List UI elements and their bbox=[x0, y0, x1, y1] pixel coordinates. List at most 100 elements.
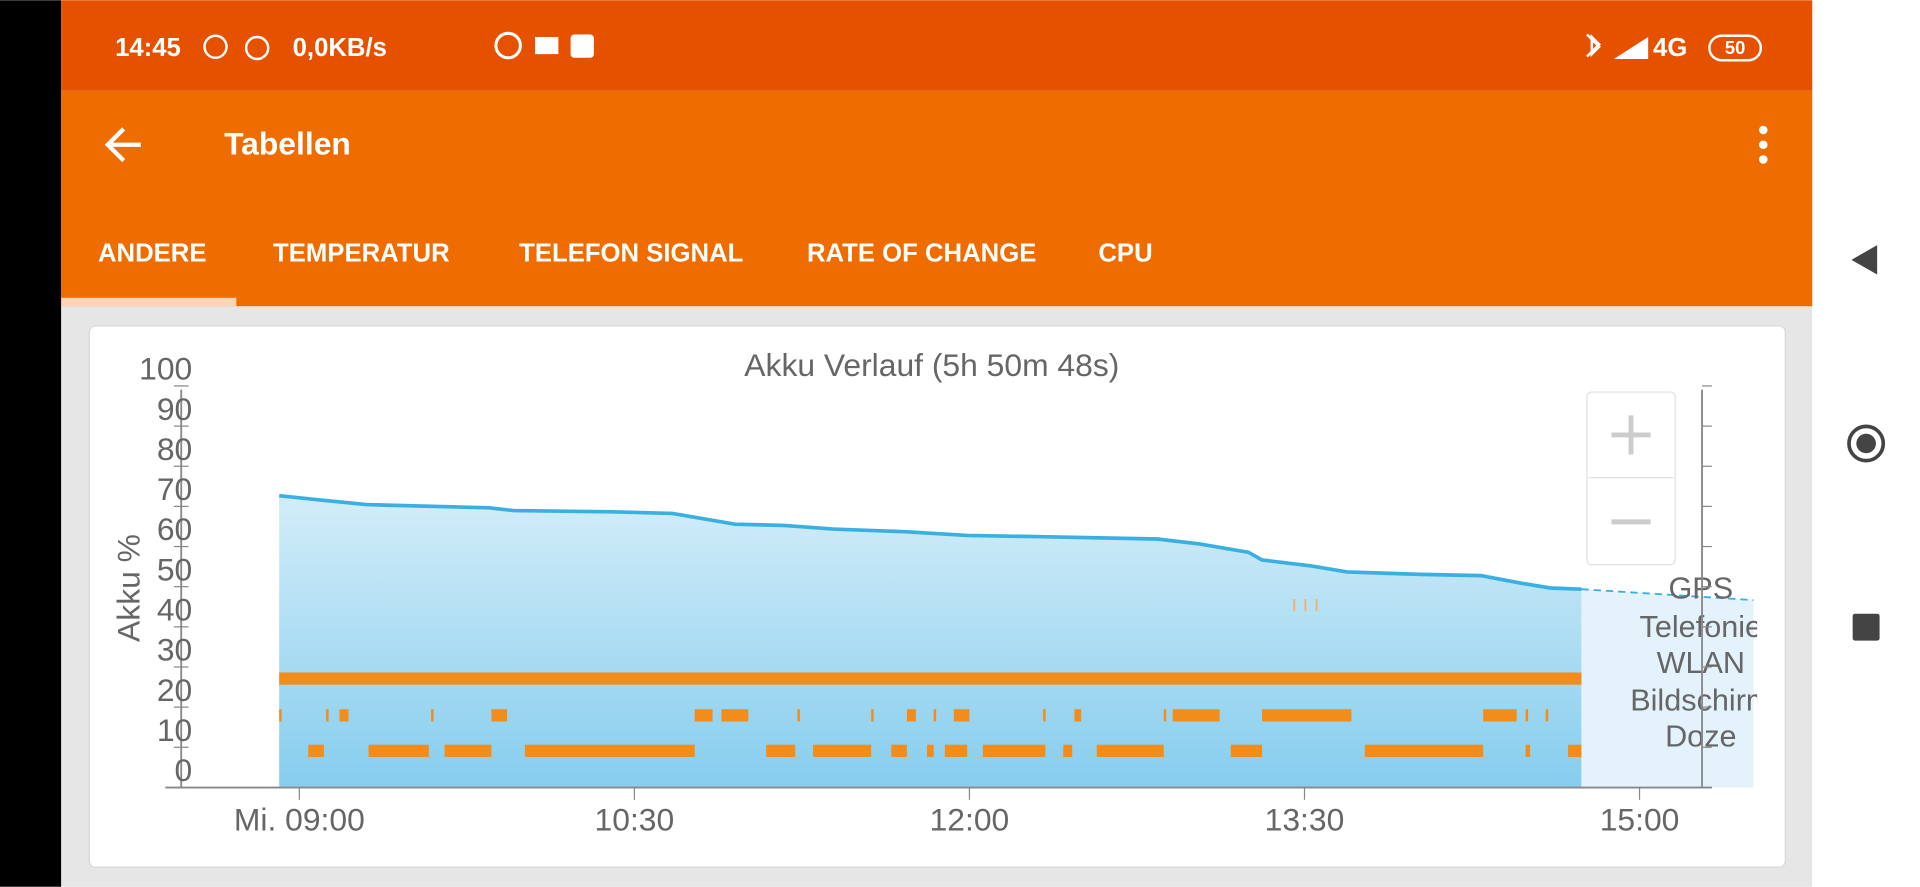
area-fill bbox=[1581, 589, 1754, 788]
track-label: Bildschirm bbox=[1630, 684, 1771, 718]
track-segment bbox=[953, 709, 970, 722]
track-segment bbox=[308, 744, 324, 757]
track-segment bbox=[1293, 599, 1296, 612]
track-label: WLAN bbox=[1657, 646, 1745, 680]
nav-back[interactable] bbox=[1851, 245, 1878, 275]
x-tick-label: 10:30 bbox=[595, 801, 675, 837]
track-segment bbox=[1230, 744, 1263, 757]
icon-mute bbox=[203, 34, 228, 60]
track-segment bbox=[279, 709, 282, 722]
icon-signal bbox=[1613, 36, 1649, 60]
track-segment bbox=[1483, 709, 1517, 722]
y-tick-label: 80 bbox=[157, 431, 192, 467]
x-tick-label: 15:00 bbox=[1600, 801, 1680, 837]
track-segment bbox=[1525, 709, 1529, 722]
track-segment bbox=[766, 744, 796, 757]
nav-recent[interactable] bbox=[1852, 613, 1880, 641]
track-segment bbox=[871, 709, 874, 722]
track-label: Telefonie bbox=[1640, 610, 1763, 644]
track-segment bbox=[1364, 744, 1484, 757]
y-axis-label: Akku % bbox=[110, 534, 146, 642]
nav-home-dot bbox=[1856, 433, 1876, 454]
y-tick-label: 10 bbox=[157, 712, 192, 748]
track-segment bbox=[1043, 709, 1046, 722]
y-tick-label: 40 bbox=[157, 592, 192, 628]
icon-whatsapp bbox=[494, 31, 522, 60]
track-label: Doze bbox=[1665, 720, 1736, 754]
track-segment bbox=[431, 709, 434, 722]
y-tick-label: 70 bbox=[157, 471, 192, 507]
track-segment bbox=[906, 709, 916, 722]
y-tick-label: 0 bbox=[175, 752, 193, 788]
track-segment bbox=[1163, 709, 1167, 722]
status-speed: 0,0KB/s bbox=[293, 34, 387, 62]
track-segment bbox=[926, 744, 934, 757]
tab[interactable]: TEMPERATUR bbox=[273, 240, 450, 268]
track-segment bbox=[797, 709, 800, 722]
icon-mail bbox=[535, 36, 559, 55]
tab-indicator bbox=[61, 297, 237, 307]
track-segment bbox=[1262, 709, 1352, 722]
app-bar bbox=[61, 90, 1813, 307]
nav-home[interactable] bbox=[1847, 424, 1886, 463]
zoom-in[interactable] bbox=[1611, 415, 1651, 455]
track-segment bbox=[368, 744, 429, 757]
track-segment bbox=[326, 709, 329, 722]
toolbar-title: Tabellen bbox=[224, 125, 351, 161]
tab[interactable]: CPU bbox=[1098, 240, 1152, 268]
projection-line bbox=[1581, 588, 1754, 602]
track-label: GPS bbox=[1668, 572, 1733, 606]
track-segment bbox=[694, 709, 713, 722]
tab[interactable]: ANDERE bbox=[98, 240, 207, 268]
y-tick-label: 50 bbox=[157, 551, 192, 587]
battery-frame bbox=[1708, 34, 1763, 62]
track-segment bbox=[1525, 744, 1531, 757]
track-segment bbox=[1063, 744, 1073, 757]
track-segment bbox=[721, 709, 749, 722]
icon-alarm bbox=[244, 35, 270, 61]
y-tick-label: 20 bbox=[157, 672, 192, 708]
track-segment bbox=[1074, 709, 1082, 722]
zoom-control bbox=[1586, 391, 1676, 566]
x-tick-label: 12:00 bbox=[930, 801, 1010, 837]
status-bar bbox=[61, 0, 1813, 91]
track-segment bbox=[491, 709, 508, 722]
track-segment bbox=[279, 672, 1582, 685]
x-tick-label: 13:30 bbox=[1265, 801, 1345, 837]
track-segment bbox=[339, 709, 349, 722]
area-fill bbox=[279, 495, 1582, 788]
chart-title: Akku Verlauf (5h 50m 48s) bbox=[744, 347, 1119, 383]
tab[interactable]: TELEFON SIGNAL bbox=[519, 240, 743, 268]
left-edge bbox=[0, 0, 62, 887]
overflow-menu[interactable] bbox=[1758, 125, 1768, 164]
track-segment bbox=[1568, 744, 1582, 757]
icon-bluetooth bbox=[1586, 33, 1601, 58]
x-tick-label: Mi. 09:00 bbox=[234, 801, 365, 837]
track-segment bbox=[933, 709, 937, 722]
track-segment bbox=[1096, 744, 1164, 757]
status-battery: 50 bbox=[1725, 37, 1745, 58]
track-segment bbox=[891, 744, 907, 757]
icon-app bbox=[570, 34, 594, 58]
y-tick-label: 90 bbox=[157, 391, 192, 427]
track-segment bbox=[1545, 709, 1549, 722]
track-segment bbox=[1172, 709, 1220, 722]
y-tick-label: 100 bbox=[139, 351, 192, 387]
track-segment bbox=[1304, 599, 1307, 612]
status-time: 14:45 bbox=[115, 34, 181, 62]
track-segment bbox=[444, 744, 492, 757]
back-button[interactable] bbox=[104, 127, 141, 163]
y-tick-label: 60 bbox=[157, 511, 192, 547]
track-segment bbox=[1315, 599, 1318, 612]
track-segment bbox=[982, 744, 1046, 757]
tab[interactable]: RATE OF CHANGE bbox=[807, 240, 1036, 268]
track-segment bbox=[944, 744, 968, 757]
status-network: 4G bbox=[1653, 34, 1687, 62]
track-segment bbox=[524, 744, 695, 757]
y-tick-label: 30 bbox=[157, 632, 192, 668]
track-segment bbox=[813, 744, 872, 757]
battery-line bbox=[278, 493, 1582, 592]
